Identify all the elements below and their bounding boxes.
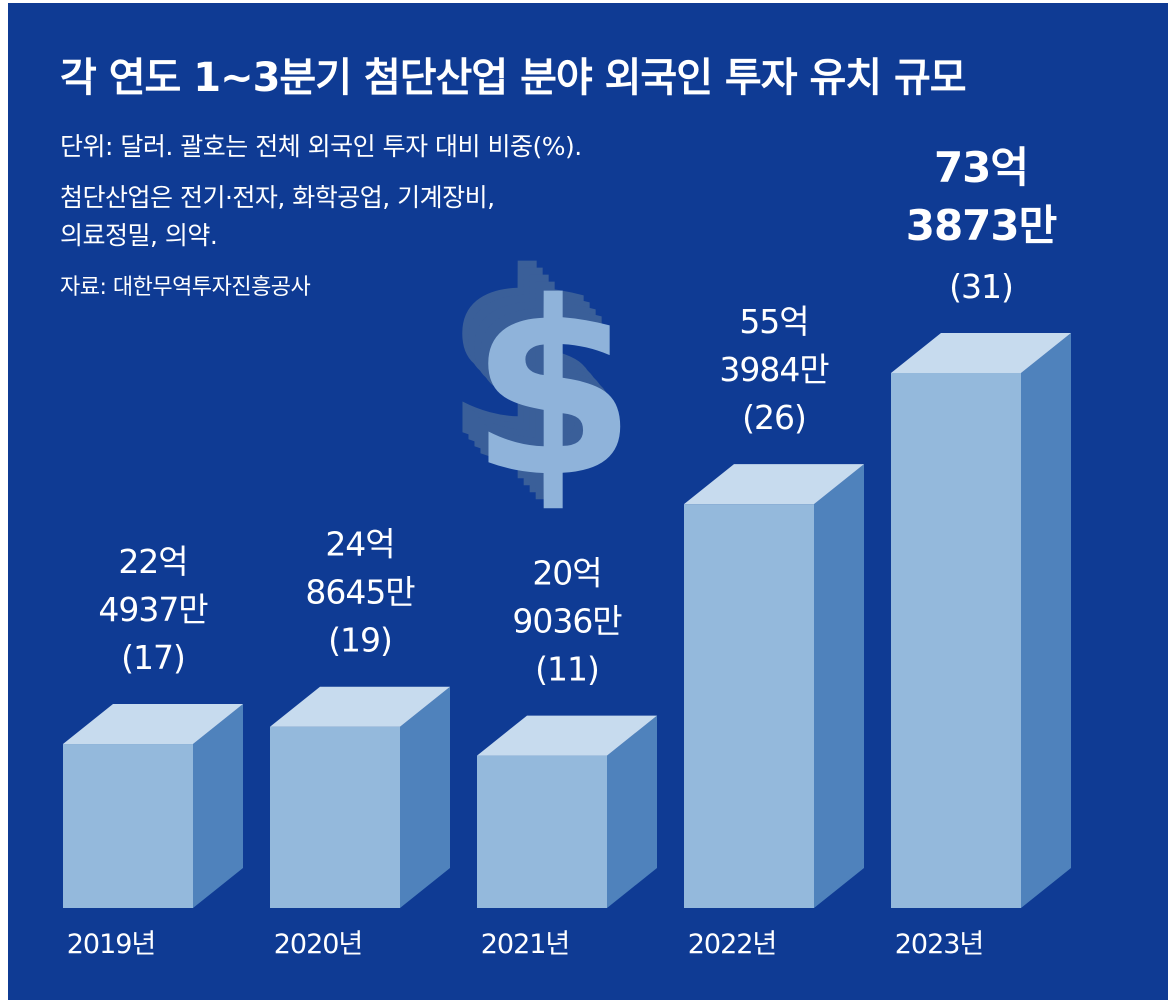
bar-top <box>63 704 243 745</box>
bar-2023년 <box>891 333 1071 908</box>
chart-panel: $ $ $ $ $2019년 22억 4937만 (17) 2020년 24억 8645만 (19) 2… <box>8 3 1168 1000</box>
definition-note: 첨단산업은 전기·전자, 화학공업, 기계장비, 의료정밀, 의약. <box>60 179 495 255</box>
data-label-amount-2: 3984만 <box>719 350 829 389</box>
svg-text:$: $ <box>456 234 623 514</box>
bar-side <box>814 464 864 908</box>
bar-front <box>684 504 814 908</box>
chart-title: 각 연도 1~3분기 첨단산업 분야 외국인 투자 유치 규모 <box>60 55 967 101</box>
dollar-sign-icon: $$$$$ <box>444 220 637 530</box>
svg-text:$: $ <box>470 250 637 530</box>
bar-side <box>193 704 243 908</box>
bar-2020년 <box>270 686 450 908</box>
bar-side <box>607 715 657 908</box>
svg-text:$: $ <box>444 220 611 500</box>
bar-top <box>270 686 450 727</box>
bar-2019년 <box>63 704 243 908</box>
data-label-amount-1: 55억 <box>739 302 808 341</box>
bar-front <box>63 744 193 908</box>
category-label: 2019년 <box>67 929 156 960</box>
bar-front <box>270 726 400 908</box>
data-label-share: (26) <box>742 398 806 437</box>
bar-side <box>400 686 450 908</box>
source-note: 자료: 대한무역투자진흥공사 <box>60 275 311 300</box>
category-label: 2020년 <box>274 929 363 960</box>
category-label: 2021년 <box>481 929 570 960</box>
bar-2022년 <box>684 464 864 908</box>
bar-top <box>684 464 864 505</box>
data-label-share: (31) <box>949 267 1013 306</box>
definition-line-2: 의료정밀, 의약. <box>60 221 218 250</box>
data-label-share: (11) <box>535 650 599 689</box>
data-label-amount-2: 4937만 <box>98 590 208 629</box>
bar-2021년 <box>477 715 657 908</box>
svg-text:$: $ <box>462 241 629 521</box>
data-label-amount-2: 9036만 <box>512 602 622 641</box>
bar-front <box>477 755 607 908</box>
bar-chart: $$$$$2019년22억4937만(17)2020년24억8645만(19)2… <box>63 143 1071 960</box>
data-label-amount-2: 3873만 <box>906 201 1057 250</box>
bar-side <box>1021 333 1071 908</box>
data-label-amount-1: 73억 <box>934 143 1028 192</box>
definition-line-1: 첨단산업은 전기·전자, 화학공업, 기계장비, <box>60 183 495 212</box>
data-label-share: (17) <box>121 638 185 677</box>
unit-note: 단위: 달러. 괄호는 전체 외국인 투자 대비 비중(%). <box>60 132 582 161</box>
data-label-amount-1: 22억 <box>118 542 187 581</box>
data-label-amount-2: 8645만 <box>305 573 415 612</box>
bar-front <box>891 373 1021 908</box>
data-label-share: (19) <box>328 621 392 660</box>
data-label-amount-1: 24억 <box>325 525 394 564</box>
data-label-amount-1: 20억 <box>532 554 601 593</box>
category-label: 2023년 <box>895 929 984 960</box>
bar-top <box>891 333 1071 373</box>
bar-top <box>477 715 657 756</box>
category-label: 2022년 <box>688 929 777 960</box>
svg-text:$: $ <box>450 227 617 507</box>
